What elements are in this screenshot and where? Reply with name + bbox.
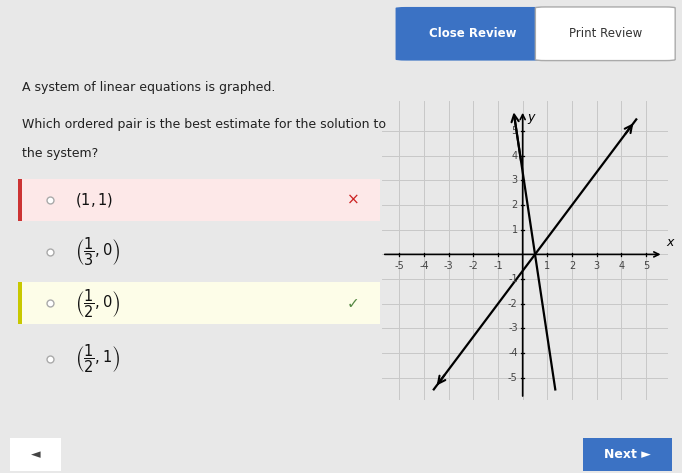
FancyBboxPatch shape	[578, 437, 676, 472]
Text: 5: 5	[512, 126, 518, 136]
Text: 3: 3	[594, 261, 599, 272]
Text: 3: 3	[512, 175, 518, 185]
Text: x: x	[666, 236, 673, 249]
Text: Next ►: Next ►	[604, 448, 651, 461]
Text: 2: 2	[569, 261, 575, 272]
Text: -4: -4	[419, 261, 429, 272]
Text: -1: -1	[493, 261, 503, 272]
Text: $(1, 1)$: $(1, 1)$	[75, 191, 113, 209]
Text: the system?: the system?	[23, 148, 99, 160]
Text: $\left(\dfrac{1}{3}, 0\right)$: $\left(\dfrac{1}{3}, 0\right)$	[75, 236, 120, 268]
Text: 2: 2	[512, 200, 518, 210]
Text: 1: 1	[544, 261, 550, 272]
Text: -2: -2	[469, 261, 478, 272]
Text: 5: 5	[643, 261, 649, 272]
Text: -5: -5	[508, 373, 518, 383]
Bar	[18, 179, 23, 221]
Text: 4: 4	[619, 261, 625, 272]
Text: $\left(\dfrac{1}{2}, 1\right)$: $\left(\dfrac{1}{2}, 1\right)$	[75, 342, 120, 375]
FancyBboxPatch shape	[8, 437, 64, 472]
Text: 1: 1	[512, 225, 518, 235]
Text: y: y	[527, 111, 535, 124]
Text: ×: ×	[346, 193, 359, 208]
FancyBboxPatch shape	[396, 7, 549, 61]
Text: ◄: ◄	[31, 448, 41, 461]
Text: ✓: ✓	[346, 296, 359, 311]
Bar	[18, 282, 23, 324]
Text: -2: -2	[508, 299, 518, 309]
Text: Close Review: Close Review	[428, 26, 516, 40]
FancyBboxPatch shape	[535, 7, 675, 61]
Text: -4: -4	[508, 348, 518, 358]
Text: A system of linear equations is graphed.: A system of linear equations is graphed.	[23, 81, 276, 94]
Text: Print Review: Print Review	[569, 26, 642, 40]
Text: -3: -3	[444, 261, 454, 272]
Text: Which ordered pair is the best estimate for the solution to: Which ordered pair is the best estimate …	[23, 118, 387, 131]
Text: $\left(\dfrac{1}{2}, 0\right)$: $\left(\dfrac{1}{2}, 0\right)$	[75, 287, 120, 320]
Text: 4: 4	[512, 150, 518, 161]
Text: -3: -3	[508, 324, 518, 333]
Text: -5: -5	[394, 261, 404, 272]
Text: -1: -1	[508, 274, 518, 284]
